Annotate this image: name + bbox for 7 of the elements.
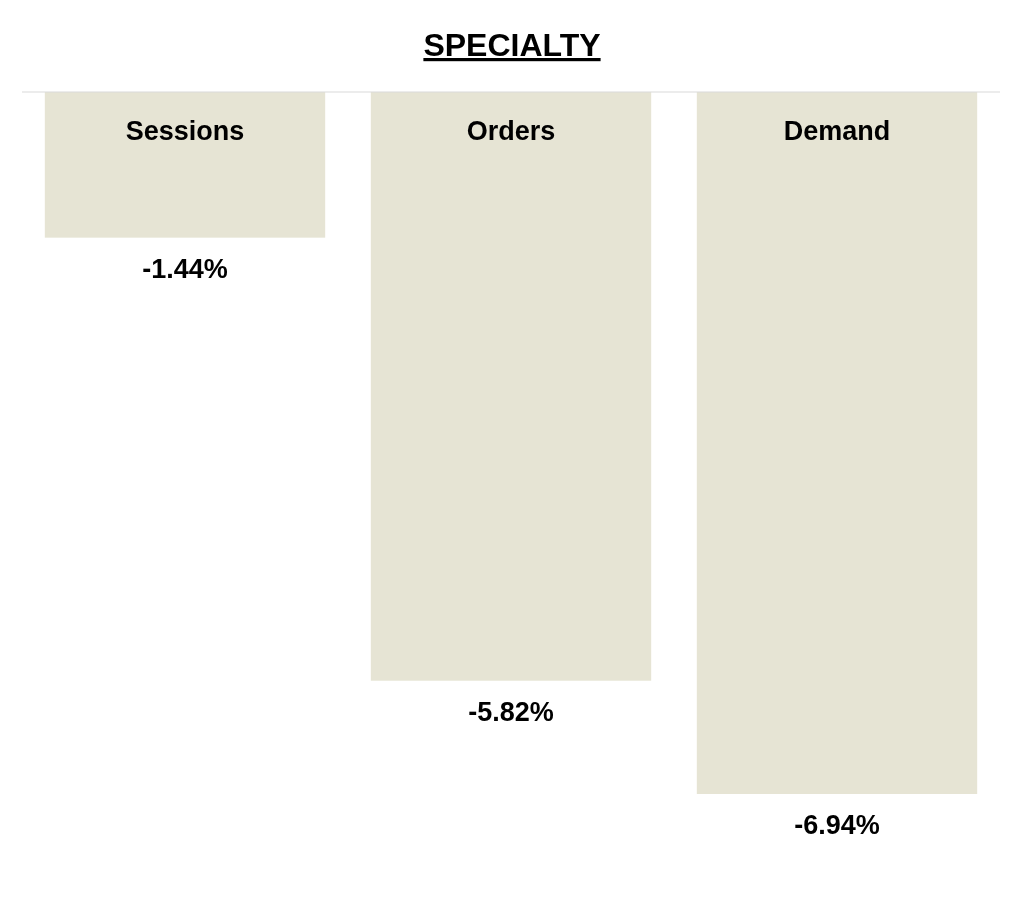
chart-title: SPECIALTY xyxy=(423,27,601,63)
x-tick-label: Demand xyxy=(783,116,891,146)
data-label: -5.82% xyxy=(468,696,554,727)
data-label: -6.94% xyxy=(794,810,880,840)
x-tick-label: Orders xyxy=(466,116,556,146)
x-tick-label: Sessions xyxy=(125,116,245,146)
data-label: -1.44% xyxy=(142,253,228,284)
